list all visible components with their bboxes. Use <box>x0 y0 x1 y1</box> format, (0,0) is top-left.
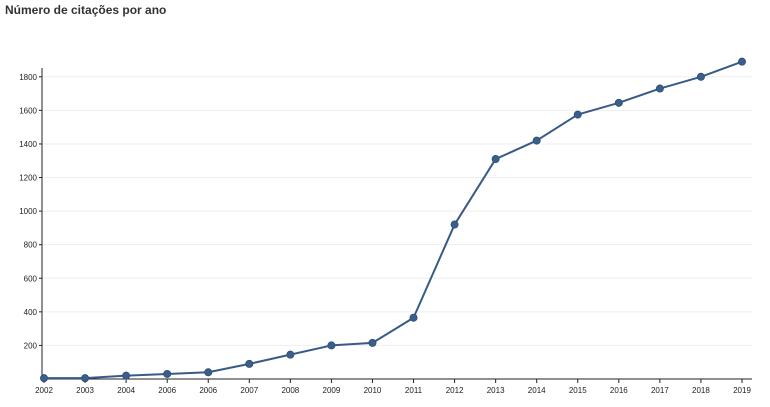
x-tick-label-15: 2017 <box>651 386 669 395</box>
y-axis: 200 400 600 800 1000 1200 1400 1600 1800 <box>19 68 43 379</box>
x-tick-label-17: 2019 <box>733 386 751 395</box>
data-point-2006-4 <box>204 368 213 377</box>
x-tick-label-2: 2004 <box>117 386 135 395</box>
data-point-2009-7 <box>327 341 336 350</box>
x-tick-label-5: 2007 <box>240 386 258 395</box>
data-point-2008-6 <box>286 350 295 359</box>
x-tick-label-1: 2003 <box>76 386 94 395</box>
data-point-2014-12 <box>532 136 541 145</box>
x-tick-label-12: 2014 <box>528 386 546 395</box>
x-tick-label-6: 2008 <box>281 386 299 395</box>
y-tick-label-1400: 1400 <box>19 140 37 149</box>
y-tick-label-800: 800 <box>24 241 38 250</box>
data-point-2012-10 <box>450 220 459 229</box>
x-tick-label-14: 2016 <box>610 386 628 395</box>
data-point-2013-11 <box>491 155 500 164</box>
data-point-2007-5 <box>245 359 254 368</box>
data-point-2003-1 <box>81 374 90 383</box>
y-tick-label-1800: 1800 <box>19 73 37 82</box>
y-tick-label-1600: 1600 <box>19 106 37 115</box>
y-tick-label-1000: 1000 <box>19 207 37 216</box>
data-point-2002-0 <box>40 374 49 383</box>
x-tick-label-3: 2006 <box>158 386 176 395</box>
x-tick-label-9: 2011 <box>405 386 423 395</box>
data-point-2016-14 <box>614 98 623 107</box>
x-tick-label-7: 2009 <box>323 386 341 395</box>
citations-series <box>40 57 747 383</box>
y-tick-label-1200: 1200 <box>19 174 37 183</box>
x-tick-label-0: 2002 <box>35 386 53 395</box>
data-point-2006-3 <box>163 369 172 378</box>
x-tick-label-10: 2012 <box>446 386 464 395</box>
data-point-2019-17 <box>738 57 747 66</box>
data-point-2010-8 <box>368 338 377 347</box>
gridlines <box>42 76 752 346</box>
chart-title: Número de citações por ano <box>5 3 167 17</box>
x-axis: 2002 2003 2004 2006 2006 2007 2008 2009 2010 2011… <box>35 378 752 395</box>
data-point-2004-2 <box>122 371 131 380</box>
data-point-2015-13 <box>573 110 582 119</box>
series-line <box>44 60 743 380</box>
x-tick-label-13: 2015 <box>569 386 587 395</box>
y-tick-label-600: 600 <box>24 274 38 283</box>
y-tick-label-400: 400 <box>24 308 38 317</box>
x-tick-label-8: 2010 <box>364 386 382 395</box>
data-point-2011-9 <box>409 313 418 322</box>
data-point-2018-16 <box>696 72 705 81</box>
y-tick-label-200: 200 <box>24 341 38 350</box>
data-point-2017-15 <box>655 84 664 93</box>
x-tick-label-16: 2018 <box>692 386 710 395</box>
x-tick-label-4: 2006 <box>199 386 217 395</box>
x-tick-label-11: 2013 <box>487 386 505 395</box>
